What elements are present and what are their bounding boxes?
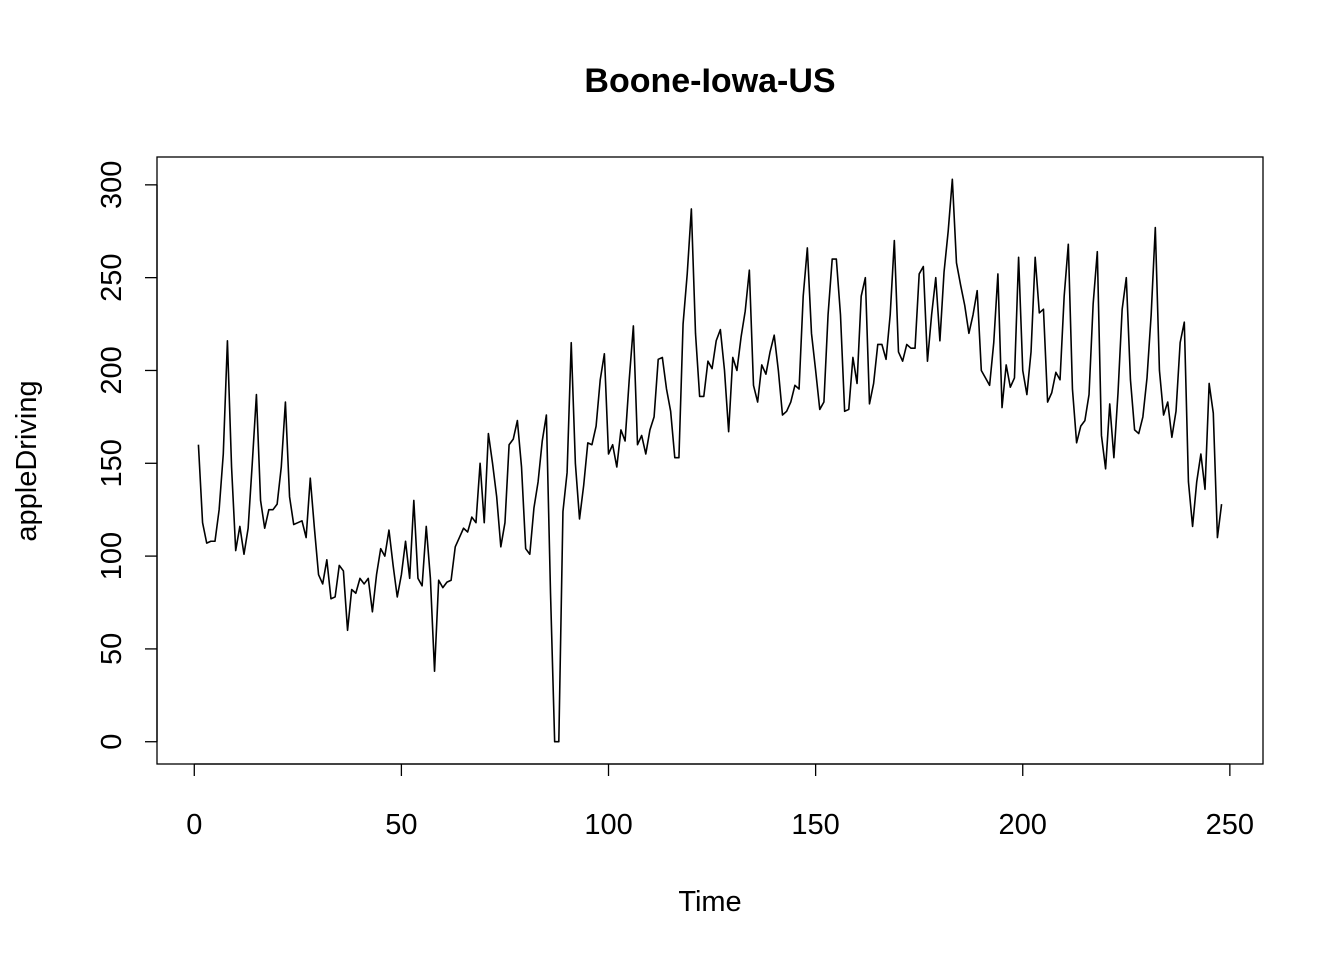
y-tick-label: 200: [96, 346, 128, 394]
y-tick-label: 100: [96, 532, 128, 580]
x-tick-label: 0: [186, 809, 202, 841]
y-tick-label: 0: [96, 734, 128, 750]
y-axis-label: appleDriving: [11, 380, 43, 541]
x-tick-label: 200: [999, 809, 1047, 841]
x-tick-label: 100: [584, 809, 632, 841]
plot-frame: [156, 156, 1264, 765]
y-tick-label: 150: [96, 439, 128, 487]
x-tick-label: 250: [1206, 809, 1254, 841]
y-tick-label: 250: [96, 253, 128, 301]
series-line: [197, 178, 1223, 743]
x-tick-label: 50: [385, 809, 417, 841]
chart-title: Boone-Iowa-US: [584, 62, 835, 100]
x-axis-label: Time: [678, 886, 741, 918]
x-axis: 0 50 100 150 200 250: [186, 763, 1254, 841]
y-tick-label: 50: [96, 633, 128, 665]
x-tick-label: 150: [791, 809, 839, 841]
y-axis: 0 50 100 150 200 250 300: [96, 161, 158, 750]
y-tick-label: 300: [96, 161, 128, 209]
